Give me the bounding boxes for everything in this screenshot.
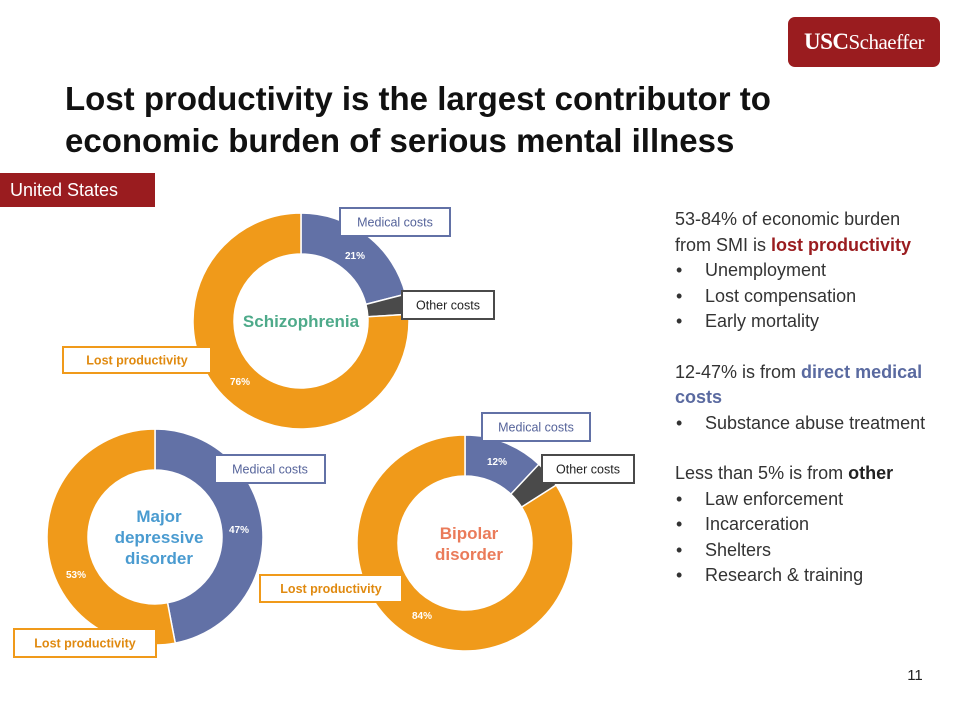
section2-highlight: direct medical costs <box>675 361 923 408</box>
region-label: United States <box>0 173 155 207</box>
list-item: Early mortality <box>675 309 940 335</box>
slide-title: Lost productivity is the largest contrib… <box>65 78 885 162</box>
summary-text-panel: 53-84% of economic burden from SMI is lo… <box>675 207 940 589</box>
section2-intro: 12-47% is from <box>675 361 802 382</box>
page-number: 11 <box>907 667 923 684</box>
section-medical-costs: 12-47% is from direct medical costs <box>675 360 940 411</box>
callout-box-medical-costs <box>481 412 591 442</box>
callout-label-medical-costs: Medical costs <box>498 421 574 435</box>
section2-list: Substance abuse treatment <box>675 411 940 437</box>
callout-label-other-costs: Other costs <box>416 299 480 313</box>
logo-usc-text: USC <box>803 29 849 54</box>
callout-box-lost-productivity <box>62 346 212 374</box>
section1-highlight: lost productivity <box>771 234 912 255</box>
list-item: Lost compensation <box>675 284 940 310</box>
donut-chart-2: Bipolar disorder 12% 84% Medical costs Other … <box>259 412 635 652</box>
callout-label-lost-productivity: Lost productivity <box>86 354 187 368</box>
list-item: Substance abuse treatment <box>675 411 940 437</box>
section3-highlight: other <box>848 463 894 483</box>
donut-slice-lost-productivity <box>356 434 574 652</box>
callout-label-medical-costs: Medical costs <box>357 216 433 230</box>
section3-intro: Less than 5% is from <box>675 463 849 483</box>
donut-center-title: depressive <box>115 528 204 547</box>
donut-center-title: disorder <box>435 545 503 564</box>
data-label-lost-productivity: 53% <box>66 570 86 581</box>
logo-schaeffer-text: Schaeffer <box>848 29 925 54</box>
callout-box-lost-productivity <box>259 574 403 603</box>
data-label-lost-productivity: 84% <box>412 611 432 622</box>
donut-chart-1: Major depressive disorder 47% 53% Medical cos… <box>13 428 326 658</box>
data-label-lost-productivity: 76% <box>230 377 250 388</box>
data-label-medical-costs: 47% <box>229 525 249 536</box>
data-label-medical-costs: 21% <box>345 251 365 262</box>
donut-center-title: Bipolar <box>440 524 499 543</box>
callout-box-lost-productivity <box>13 628 157 658</box>
callout-label-lost-productivity: Lost productivity <box>280 582 381 596</box>
slide-title-line-1: Lost productivity is the largest contrib… <box>65 80 771 117</box>
list-item: Incarceration <box>675 512 940 538</box>
donut-chart-0: Schizophrenia 21% 76% Medical costs Other co… <box>62 207 495 430</box>
slide-title-line-2: economic burden of serious mental illnes… <box>65 122 735 159</box>
list-item: Unemployment <box>675 258 940 284</box>
callout-box-other-costs <box>401 290 495 320</box>
list-item: Research & training <box>675 563 940 589</box>
donut-center-title: Schizophrenia <box>243 312 360 331</box>
callout-label-other-costs: Other costs <box>556 463 620 477</box>
section-lost-productivity: 53-84% of economic burden from SMI is lo… <box>675 207 940 258</box>
callout-box-medical-costs <box>214 454 326 484</box>
section-other-costs: Less than 5% is from other <box>675 461 940 487</box>
donut-center-title: disorder <box>125 549 193 568</box>
section3-list: Law enforcement Incarceration Shelters R… <box>675 487 940 589</box>
section1-intro: 53-84% of economic burden from SMI is <box>675 209 901 255</box>
donut-slice-lost-productivity <box>192 212 410 430</box>
list-item: Law enforcement <box>675 487 940 513</box>
callout-box-other-costs <box>541 454 635 484</box>
callout-box-medical-costs <box>339 207 451 237</box>
section1-list: Unemployment Lost compensation Early mor… <box>675 258 940 335</box>
usc-schaeffer-logo: USC Schaeffer <box>788 17 940 67</box>
donut-slice-lost-productivity <box>46 428 177 646</box>
data-label-medical-costs: 12% <box>487 457 507 468</box>
callout-label-lost-productivity: Lost productivity <box>34 637 135 651</box>
list-item: Shelters <box>675 538 940 564</box>
donut-center-title: Major <box>136 507 182 526</box>
callout-label-medical-costs: Medical costs <box>232 463 308 477</box>
